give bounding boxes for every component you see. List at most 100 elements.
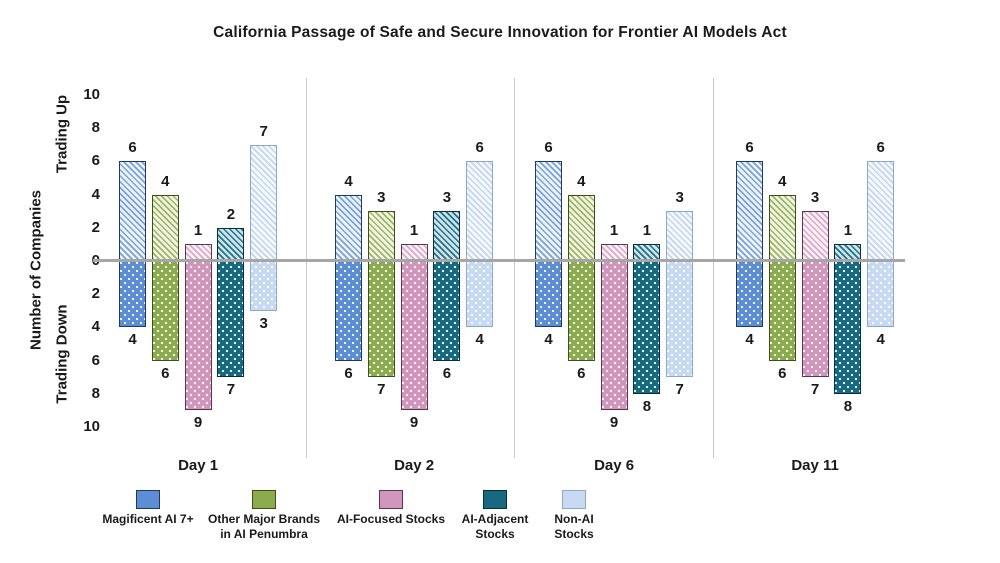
- y-axis-tick: 8: [91, 119, 100, 137]
- bar-value-label: 6: [876, 139, 885, 157]
- group-divider: [713, 78, 714, 458]
- legend-swatch: [379, 490, 403, 509]
- y-axis-tick: 6: [91, 152, 100, 170]
- bar-trading-down: [567, 261, 595, 361]
- legend-label: AI-Adjacent Stocks: [461, 512, 529, 541]
- group-divider: [306, 78, 307, 458]
- bar-trading-down: [433, 261, 461, 361]
- bar-value-label: 6: [577, 364, 586, 382]
- bar-trading-up: [736, 161, 763, 261]
- legend-label: Magificent AI 7+: [102, 512, 194, 526]
- bar-value-label: 4: [745, 331, 754, 349]
- bar-trading-down: [367, 261, 395, 378]
- legend-item: Magificent AI 7+: [73, 490, 223, 527]
- bar-value-label: 4: [475, 331, 484, 349]
- legend-swatch: [562, 490, 586, 509]
- bar-value-label: 1: [642, 222, 652, 240]
- bar-value-label: 4: [778, 172, 787, 190]
- bar-value-label: 8: [843, 397, 853, 415]
- bar-value-label: 4: [577, 172, 586, 190]
- bar-trading-down: [834, 261, 862, 394]
- bar-trading-up: [867, 161, 895, 261]
- bar-value-label: 3: [259, 314, 268, 332]
- legend-swatch: [483, 490, 507, 509]
- group-divider: [514, 78, 515, 458]
- bar-trading-up: [768, 194, 796, 261]
- y-axis-tick: 6: [91, 351, 100, 369]
- zero-axis-line: [93, 259, 905, 262]
- x-axis-category-label: Day 2: [394, 457, 435, 474]
- bar-value-label: 4: [544, 331, 553, 349]
- bar-trading-down: [633, 261, 661, 394]
- legend-label: Non-AI Stocks: [554, 512, 594, 541]
- bar-value-label: 6: [778, 364, 787, 382]
- bar-trading-up: [119, 161, 146, 261]
- bar-trading-down: [250, 261, 278, 311]
- bar-trading-down: [466, 261, 494, 328]
- y-axis-tick: 8: [91, 384, 100, 402]
- bar-trading-up: [335, 194, 362, 261]
- legend-swatch: [252, 490, 276, 509]
- bar-trading-down: [768, 261, 796, 361]
- bar-trading-down: [867, 261, 895, 328]
- bar-value-label: 4: [344, 172, 353, 190]
- bar-value-label: 6: [544, 139, 553, 157]
- bar-value-label: 8: [642, 397, 652, 415]
- bar-trading-up: [666, 211, 694, 261]
- bar-trading-down: [335, 261, 362, 361]
- bar-value-label: 7: [377, 381, 386, 399]
- bar-trading-down: [119, 261, 146, 328]
- bar-value-label: 1: [193, 222, 203, 240]
- bar-value-label: 1: [409, 222, 419, 240]
- bar-value-label: 3: [810, 189, 820, 207]
- bar-trading-down: [400, 261, 428, 411]
- bar-trading-up: [801, 211, 829, 261]
- bar-trading-down: [151, 261, 179, 361]
- chart-title: California Passage of Safe and Secure In…: [213, 24, 787, 41]
- bar-trading-up: [433, 211, 461, 261]
- bar-value-label: 4: [161, 172, 170, 190]
- y-axis-tick: 4: [91, 318, 100, 336]
- bar-trading-up: [466, 161, 494, 261]
- y-axis-tick: 2: [91, 285, 100, 303]
- bar-trading-up: [151, 194, 179, 261]
- bar-value-label: 2: [226, 205, 236, 223]
- x-axis-category-label: Day 1: [178, 457, 219, 474]
- bar-value-label: 3: [377, 189, 386, 207]
- bar-value-label: 7: [226, 381, 236, 399]
- y-axis-label: Number of Companies: [27, 189, 45, 351]
- legend-item: Other Major Brands in AI Penumbra: [184, 490, 344, 542]
- bar-trading-up: [217, 227, 245, 261]
- bar-trading-down: [600, 261, 628, 411]
- bar-value-label: 1: [609, 222, 619, 240]
- bar-trading-down: [184, 261, 212, 411]
- bar-value-label: 6: [344, 364, 353, 382]
- bar-trading-down: [666, 261, 694, 378]
- bar-value-label: 4: [128, 331, 137, 349]
- bar-trading-down: [535, 261, 562, 328]
- bar-trading-up: [567, 194, 595, 261]
- x-axis-category-label: Day 6: [594, 457, 635, 474]
- bar-value-label: 3: [675, 189, 684, 207]
- bar-value-label: 9: [409, 414, 419, 432]
- bar-value-label: 9: [193, 414, 203, 432]
- legend-label: AI-Focused Stocks: [336, 512, 446, 526]
- bar-value-label: 6: [161, 364, 170, 382]
- bar-value-label: 9: [609, 414, 619, 432]
- legend-item: Non-AI Stocks: [529, 490, 619, 542]
- legend-item: AI-Focused Stocks: [316, 490, 466, 527]
- bar-value-label: 3: [442, 189, 452, 207]
- legend-label: Other Major Brands in AI Penumbra: [207, 512, 321, 541]
- bar-trading-up: [535, 161, 562, 261]
- bar-value-label: 6: [745, 139, 754, 157]
- y-axis-tick: 10: [83, 86, 100, 103]
- bar-value-label: 6: [475, 139, 484, 157]
- y-axis-tick: 10: [83, 418, 100, 435]
- x-axis-category-label: Day 11: [791, 457, 839, 474]
- bar-trading-up: [367, 211, 395, 261]
- bar-value-label: 6: [128, 139, 137, 157]
- y-axis-tick: 2: [91, 218, 100, 236]
- bar-value-label: 7: [810, 381, 820, 399]
- bar-value-label: 6: [442, 364, 452, 382]
- bar-value-label: 1: [843, 222, 853, 240]
